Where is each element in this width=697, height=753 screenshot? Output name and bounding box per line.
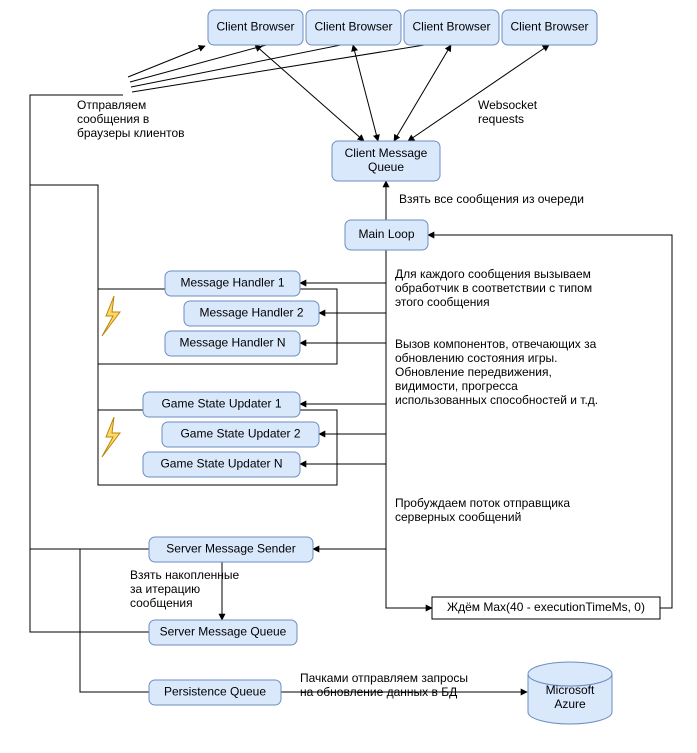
svg-text:обработчик в соответствии с ти: обработчик в соответствии с типом [395,281,592,295]
edge-main-gs2 [319,250,386,434]
svg-text:Пробуждаем поток отправщика: Пробуждаем поток отправщика [395,496,570,510]
svg-text:Server Message Sender: Server Message Sender [166,542,295,556]
node-wait-label: Ждём Max(40 - executionTimeMs, 0) [447,600,645,614]
svg-text:на обновление данных в БД: на обновление данных в БД [300,685,457,699]
label-take_all: Взять все сообщения из очереди [399,192,584,206]
node-cb1-label: Client Browser [216,20,294,34]
node-mhn-label: Message Handler N [179,336,285,350]
node-cb2-label: Client Browser [314,20,392,34]
node-smq-label: Server Message Queue [160,625,287,639]
node-gs1-label: Game State Updater 1 [161,397,281,411]
svg-text:requests: requests [478,112,524,126]
svg-text:Взять накопленные: Взять накопленные [130,568,239,582]
label-take_accum: Взять накопленныеза итерациюсообщения [130,568,239,610]
svg-text:Ждём Max(40 - executionTimeMs,: Ждём Max(40 - executionTimeMs, 0) [447,600,645,614]
svg-text:Взять все сообщения из очереди: Взять все сообщения из очереди [399,192,584,206]
node-main-label: Main Loop [358,227,414,241]
edge-main-mhn [300,250,386,343]
svg-text:Queue: Queue [368,160,404,174]
svg-text:Main Loop: Main Loop [358,227,414,241]
svg-text:Пачками отправляем запросы: Пачками отправляем запросы [300,671,468,685]
svg-text:Client Browser: Client Browser [314,20,392,34]
svg-text:Persistence Queue: Persistence Queue [164,685,266,699]
node-cb3-label: Client Browser [412,20,490,34]
svg-text:Message Handler N: Message Handler N [179,336,285,350]
svg-text:Message Handler 2: Message Handler 2 [199,306,303,320]
svg-text:Отправляем: Отправляем [77,98,146,112]
svg-text:использованных способностей и: использованных способностей и т.д. [395,393,598,407]
label-send_to_browsers: Отправляемсообщения вбраузеры клиентов [77,98,185,140]
label-batch_db: Пачками отправляем запросына обновление … [300,671,468,699]
label-call_components: Вызов компонентов, отвечающих заобновлен… [395,337,598,407]
node-gsn-label: Game State Updater N [160,457,282,471]
svg-text:Server Message Queue: Server Message Queue [160,625,287,639]
svg-text:Microsoft: Microsoft [546,683,595,697]
edge-main-mh2 [319,250,386,313]
bus-main [30,185,149,632]
label-ws_requests: Websocketrequests [478,98,538,126]
edge-main-mh1 [300,250,386,283]
svg-text:серверных сообщений: серверных сообщений [395,510,521,524]
edge-main-sms [313,250,386,549]
edge-cb3-cmq [394,45,451,141]
svg-text:этого сообщения: этого сообщения [395,295,490,309]
svg-text:Для каждого сообщения вызываем: Для каждого сообщения вызываем [395,267,591,281]
svg-text:за итерацию: за итерацию [130,582,200,596]
svg-text:Game State Updater 2: Game State Updater 2 [180,427,300,441]
svg-text:Client Browser: Client Browser [216,20,294,34]
svg-text:Client Browser: Client Browser [510,20,588,34]
svg-text:сообщения в: сообщения в [77,112,149,126]
node-mh2-label: Message Handler 2 [199,306,303,320]
svg-text:Game State Updater N: Game State Updater N [160,457,282,471]
svg-text:Обновление передвижения,: Обновление передвижения, [395,365,552,379]
edge-cb4-cmq [408,45,549,141]
node-pq-label: Persistence Queue [164,685,266,699]
svg-text:Azure: Azure [554,697,586,711]
svg-text:Client Message: Client Message [345,146,428,160]
node-sms-label: Server Message Sender [166,542,295,556]
svg-text:видимости, прогресса: видимости, прогресса [395,379,518,393]
edge-main-gs1 [300,250,386,404]
label-for_each_msg: Для каждого сообщения вызываемобработчик… [395,267,592,309]
svg-text:сообщения: сообщения [130,596,193,610]
svg-text:Game State Updater 1: Game State Updater 1 [161,397,281,411]
lightning-icon [102,296,120,336]
svg-text:браузеры клиентов: браузеры клиентов [77,126,185,140]
edge-cb2-cmq [353,45,378,141]
label-wake_sender: Пробуждаем поток отправщикасерверных соо… [395,496,570,524]
node-mh1-label: Message Handler 1 [180,276,284,290]
svg-text:обновлению состояния игры.: обновлению состояния игры. [395,351,558,365]
lightning-icon [102,417,120,457]
node-cb4-label: Client Browser [510,20,588,34]
svg-text:Вызов компонентов, отвечающих: Вызов компонентов, отвечающих за [395,337,597,351]
svg-text:Websocket: Websocket [478,98,538,112]
svg-text:Message Handler 1: Message Handler 1 [180,276,284,290]
node-gs2-label: Game State Updater 2 [180,427,300,441]
svg-text:Client Browser: Client Browser [412,20,490,34]
